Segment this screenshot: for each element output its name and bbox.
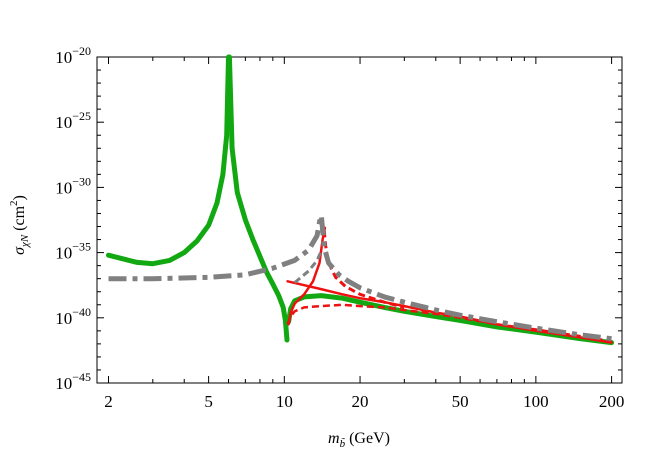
x-tick-label: 5 bbox=[204, 392, 213, 411]
series-line-1 bbox=[106, 54, 231, 267]
x-tick-label: 50 bbox=[452, 392, 469, 411]
x-tick-labels: 2 5 10 20 50 100 200 bbox=[104, 392, 624, 411]
y-tick-label-base: 10 bbox=[55, 309, 72, 328]
y-axis-label-unit-sup: 2 bbox=[8, 200, 20, 206]
x-tick-label: 100 bbox=[523, 392, 549, 411]
x-axis-label-sub: b̃ bbox=[340, 437, 346, 450]
y-tick-label: 10−40 bbox=[55, 305, 91, 328]
x-axis-label-base: m bbox=[328, 430, 340, 447]
y-tick-label: 10−20 bbox=[55, 44, 91, 67]
series-line-2 bbox=[226, 54, 290, 343]
y-tick-label: 10−35 bbox=[55, 240, 91, 263]
y-axis-label-unit-close: ) bbox=[11, 195, 28, 200]
y-tick-label-base: 10 bbox=[55, 374, 72, 393]
y-tick-label-exponent: −40 bbox=[72, 305, 91, 319]
y-tick-label-exponent: −20 bbox=[72, 44, 91, 58]
series-line-5 bbox=[287, 226, 327, 326]
plot-frame bbox=[96, 56, 623, 384]
y-axis-label-unit: (cm bbox=[11, 205, 28, 230]
x-tick-label: 10 bbox=[276, 392, 293, 411]
y-axis-label-base: σ bbox=[11, 246, 28, 255]
y-tick-label: 10−25 bbox=[55, 109, 91, 132]
y-tick-label-base: 10 bbox=[55, 48, 72, 67]
y-tick-label-exponent: −35 bbox=[72, 240, 91, 254]
y-tick-label-base: 10 bbox=[55, 113, 72, 132]
y-tick-label-exponent: −45 bbox=[72, 370, 91, 384]
x-axis-label: mb̃ (GeV) bbox=[328, 430, 390, 450]
series-line-8 bbox=[108, 213, 324, 282]
y-axis-label-sub: χN bbox=[19, 234, 31, 248]
series-line-10 bbox=[293, 250, 323, 284]
y-tick-label-exponent: −30 bbox=[72, 174, 91, 188]
y-tick-label-base: 10 bbox=[55, 244, 72, 263]
x-tick-label: 2 bbox=[104, 392, 113, 411]
series-line-9 bbox=[319, 217, 612, 342]
y-tick-label: 10−45 bbox=[55, 370, 91, 393]
y-axis-label: σχN (cm2) bbox=[8, 195, 31, 255]
x-tick-label: 200 bbox=[599, 392, 625, 411]
y-tick-label-base: 10 bbox=[55, 178, 72, 197]
y-tick-label-exponent: −25 bbox=[72, 109, 91, 123]
x-tick-label: 20 bbox=[352, 392, 369, 411]
series-line-7 bbox=[322, 230, 405, 309]
y-tick-label: 10−30 bbox=[55, 174, 91, 197]
axis-ticks bbox=[97, 56, 622, 384]
series-group bbox=[106, 54, 615, 346]
x-axis-label-unit: (GeV) bbox=[349, 430, 390, 447]
